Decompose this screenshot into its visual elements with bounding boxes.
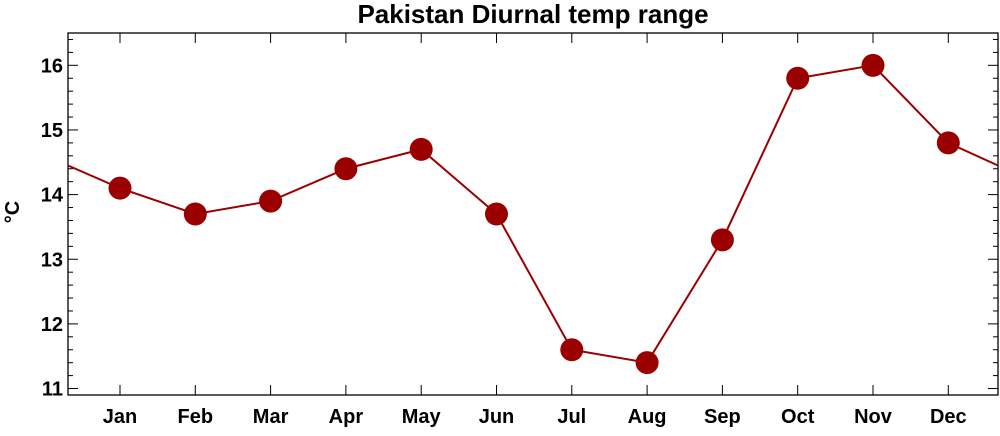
data-point bbox=[786, 66, 810, 90]
data-point bbox=[108, 176, 132, 200]
y-tick-label: 13 bbox=[41, 249, 63, 271]
x-tick-label: Apr bbox=[329, 406, 364, 428]
data-point bbox=[635, 351, 659, 375]
chart-title: Pakistan Diurnal temp range bbox=[357, 0, 708, 29]
data-point bbox=[861, 53, 885, 77]
series-line bbox=[67, 64, 999, 364]
x-tick-label: Feb bbox=[178, 406, 214, 428]
x-tick-label: Dec bbox=[930, 406, 967, 428]
y-tick-label: 11 bbox=[42, 379, 63, 401]
x-tick-label: Aug bbox=[628, 406, 667, 428]
x-tick-label: Nov bbox=[854, 406, 893, 428]
x-tick-label: Jun bbox=[479, 406, 515, 428]
data-point bbox=[259, 189, 283, 213]
plot-frame bbox=[67, 32, 999, 396]
x-tick-label: Jan bbox=[103, 406, 137, 428]
data-point bbox=[560, 338, 584, 362]
x-tick-label: Oct bbox=[781, 406, 815, 428]
x-tick-label: Jul bbox=[557, 406, 586, 428]
data-point bbox=[936, 131, 960, 155]
y-tick-label: 14 bbox=[41, 185, 64, 207]
y-tick-label: 12 bbox=[41, 314, 63, 336]
y-axis-label: °C bbox=[2, 201, 24, 223]
y-tick-label: 15 bbox=[41, 120, 63, 142]
data-point bbox=[485, 202, 508, 226]
plot-area: 11 12 13 14 15 16 Jan Feb Mar Apr May Jun Jul Aug Sep O… bbox=[41, 32, 999, 428]
data-point bbox=[710, 228, 734, 252]
x-tick-label: May bbox=[402, 406, 442, 428]
data-point bbox=[334, 157, 358, 181]
data-point bbox=[183, 202, 207, 226]
data-point bbox=[409, 137, 433, 161]
x-tick-label: Mar bbox=[253, 406, 289, 428]
x-tick-label: Sep bbox=[704, 406, 741, 428]
y-tick-label: 16 bbox=[41, 55, 63, 77]
